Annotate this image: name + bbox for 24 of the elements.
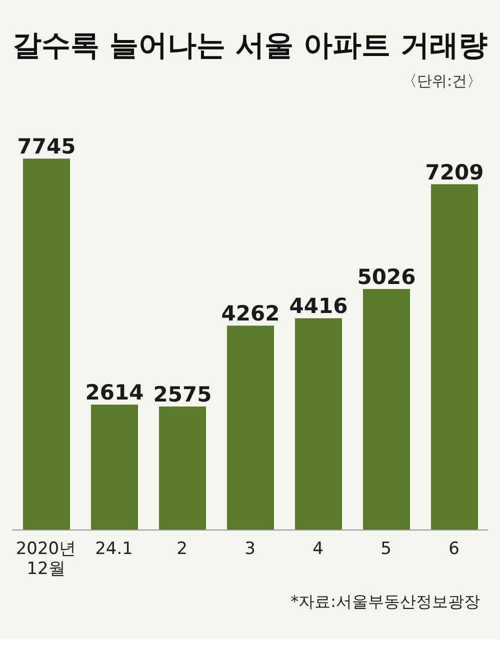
x-tick-label: 2 — [176, 539, 188, 559]
data-label: 7745 — [17, 134, 76, 159]
bar — [227, 326, 274, 530]
bar — [91, 404, 138, 530]
x-tick-label: 24.1 — [95, 539, 133, 559]
bar — [295, 318, 342, 530]
bar — [431, 184, 478, 530]
data-label: 2614 — [85, 380, 144, 405]
chart-title: 갈수록 늘어나는 서울 아파트 거래량 — [11, 27, 489, 64]
x-tick-label: 3 — [244, 539, 256, 559]
chart-subtitle: 〈단위:건〉 — [402, 72, 482, 91]
bar — [23, 158, 70, 530]
data-label: 5026 — [357, 264, 416, 289]
data-label: 7209 — [425, 160, 484, 184]
bar — [159, 406, 206, 530]
data-label: 4262 — [221, 302, 280, 326]
x-tick-label: 2020년 12월 — [16, 539, 76, 579]
data-label: 4416 — [289, 294, 348, 318]
x-tick-label: 6 — [448, 539, 460, 559]
bar — [363, 288, 410, 530]
data-label: 2575 — [153, 382, 212, 407]
x-tick-label: 4 — [312, 539, 324, 559]
text: *자료:서울부동산정보광장 — [290, 592, 480, 613]
x-tick-label: 5 — [380, 539, 392, 559]
